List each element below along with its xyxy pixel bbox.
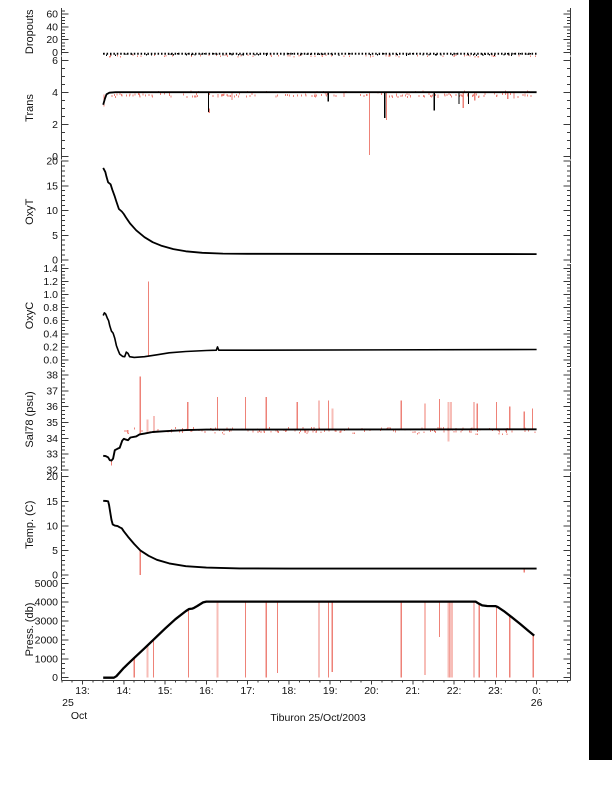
y-tick-label-dropouts: 60 [46,9,58,21]
y-axis-title-dropouts: Dropouts [24,9,36,54]
y-tick-label-dropouts: 40 [46,21,58,33]
y-tick-label-sal78: 35 [46,417,58,429]
y-axis-title-press: Press. (db) [24,603,36,657]
y-tick-label-dropouts: 20 [46,34,58,46]
y-tick-label-oxyc: 1.2 [43,276,58,288]
y-axis-title-trans: Trans [24,94,36,122]
y-tick-label-temp: 0 [52,570,58,582]
y-tick-label-press: 1000 [35,653,59,665]
y-tick-label-press: 2000 [35,634,59,646]
y-tick-label-oxyc: 0.8 [43,302,58,314]
chart-title: Tiburon 25/Oct/2003 [270,712,365,724]
x-tick-label: 23: [488,685,503,697]
y-tick-label-sal78: 33 [46,449,58,461]
x-tick-label: 14: [117,685,132,697]
y-tick-label-oxyc: 0.4 [43,328,58,340]
y-tick-label-temp: 20 [46,471,58,483]
x-tick-label: 19: [323,685,338,697]
y-tick-label-oxyc: 0.2 [43,341,58,353]
y-tick-label-trans: 6 [52,55,58,67]
data-line-oxyt [102,167,537,256]
x-tick-label: 13: [75,685,90,697]
y-axis-title-oxyc: OxyC [24,302,36,330]
y-tick-label-oxyc: 1.0 [43,289,58,301]
data-line-press [103,600,535,679]
y-tick-label-sal78: 36 [46,401,58,413]
y-tick-label-sal78: 32 [46,465,58,477]
y-axis-title-sal78: Sal78 (psu) [24,391,36,447]
data-line-trans [102,91,537,105]
y-tick-label-oxyc: 0.6 [43,315,58,327]
y-tick-label-oxyt: 15 [46,180,58,192]
y-tick-label-press: 0 [52,672,58,684]
x-tick-label: 22: [447,685,462,697]
data-line-oxyc [102,311,537,359]
y-tick-label-dropouts: 0 [52,47,58,59]
y-tick-label-press: 4000 [35,597,59,609]
y-tick-label-temp: 5 [52,545,58,557]
y-axis-title-temp: Temp. (C) [24,501,36,549]
y-tick-label-trans: 0 [52,151,58,163]
y-tick-label-oxyc: 0.0 [43,355,58,367]
x-tick-label: 18: [282,685,297,697]
x-tick-label: 15: [158,685,173,697]
y-tick-label-press: 3000 [35,616,59,628]
y-tick-label-oxyt: 5 [52,230,58,242]
data-line-sal78 [103,428,537,462]
x-tick-label: 20: [364,685,379,697]
y-tick-label-sal78: 34 [46,433,58,445]
x-tick-label: 21: [406,685,421,697]
x-tick-label: 16: [199,685,214,697]
y-tick-label-oxyt: 20 [46,156,58,168]
x-tick-label: 0: [532,685,541,697]
y-tick-label-oxyt: 0 [52,255,58,267]
window-edge-bar [589,0,612,760]
y-tick-label-press: 5000 [35,578,59,590]
x-start-day-label: 25 [62,697,74,709]
y-tick-label-oxyt: 10 [46,205,58,217]
x-start-month-label: Oct [71,710,87,722]
y-tick-label-sal78: 37 [46,385,58,397]
y-tick-label-sal78: 38 [46,370,58,382]
x-end-day-label: 26 [531,697,543,709]
x-tick-label: 17: [240,685,255,697]
y-axis-title-oxyt: OxyT [24,198,36,225]
y-tick-label-oxyc: 1.4 [43,263,58,275]
y-tick-label-trans: 2 [52,119,58,131]
y-tick-label-temp: 10 [46,520,58,532]
data-line-temp [103,499,537,570]
y-tick-label-temp: 15 [46,496,58,508]
y-tick-label-trans: 4 [52,87,58,99]
